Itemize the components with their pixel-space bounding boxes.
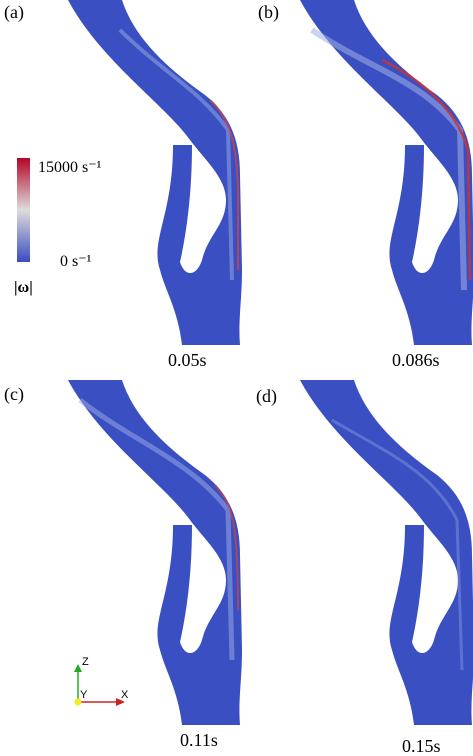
panel-b: (b) 0.086s bbox=[258, 0, 473, 370]
panel-label: (b) bbox=[258, 2, 279, 23]
panel-label: (c) bbox=[4, 384, 24, 405]
panel-c: (c) 0.11s Z Y X bbox=[4, 380, 242, 750]
colorbar-min: 0 s⁻¹ bbox=[60, 253, 92, 270]
panel-d: (d) 0.15s bbox=[256, 380, 473, 756]
time-label: 0.086s bbox=[392, 350, 440, 370]
vessel-field bbox=[300, 0, 473, 345]
time-label: 0.05s bbox=[168, 350, 207, 370]
axes-triad: Z Y X bbox=[74, 656, 129, 706]
y-label: Y bbox=[80, 689, 88, 701]
vessel-field bbox=[300, 380, 473, 725]
colorbar-gradient bbox=[17, 158, 30, 262]
vessel-field bbox=[68, 380, 242, 725]
time-label: 0.11s bbox=[180, 730, 218, 750]
x-label: X bbox=[121, 689, 129, 701]
figure: (a) 0.05s (b) 0.086s (c) 0.11s Z Y X (d) bbox=[0, 0, 473, 756]
panel-label: (a) bbox=[4, 2, 24, 23]
z-label: Z bbox=[82, 656, 89, 668]
time-label: 0.15s bbox=[402, 736, 441, 756]
z-arrow bbox=[74, 664, 82, 672]
colorbar-quantity: |ω| bbox=[14, 279, 33, 296]
panel-a: (a) 0.05s bbox=[4, 0, 242, 370]
colorbar-max: 15000 s⁻¹ bbox=[38, 159, 102, 176]
panel-label: (d) bbox=[256, 386, 277, 407]
colorbar: 15000 s⁻¹ 0 s⁻¹ |ω| bbox=[14, 158, 102, 296]
